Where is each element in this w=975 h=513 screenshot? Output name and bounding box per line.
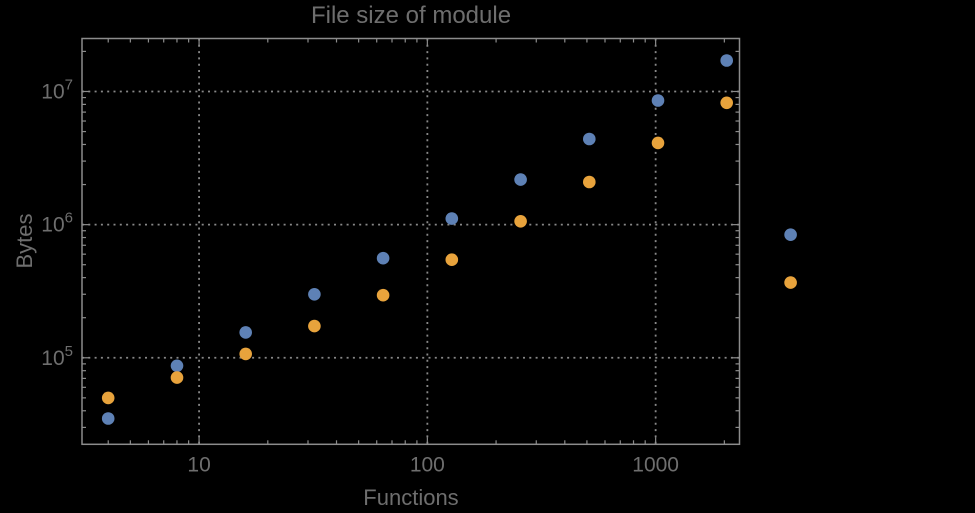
data-point (583, 132, 596, 146)
data-point (445, 212, 459, 225)
plot-frame (81, 37, 741, 446)
grid-lines (82, 38, 740, 445)
y-tick-labels: 105 106 107 (41, 76, 73, 369)
data-point (720, 96, 733, 110)
data-point (514, 173, 527, 186)
svg-text:1000: 1000 (632, 453, 679, 476)
svg-text:105: 105 (41, 343, 73, 370)
data-point (720, 54, 733, 67)
data-point (101, 391, 115, 405)
svg-text:100: 100 (410, 453, 445, 476)
chart-title: File size of module (310, 2, 512, 29)
data-point (308, 319, 321, 333)
data-point (651, 94, 665, 107)
data-point (784, 276, 797, 289)
svg-text:107: 107 (41, 76, 73, 103)
data-point (376, 288, 390, 302)
data-point (239, 326, 252, 339)
data-point (170, 359, 184, 373)
svg-text:10: 10 (187, 453, 210, 476)
data-point (784, 228, 797, 241)
series-orange-points (101, 96, 797, 405)
data-point (514, 215, 527, 228)
data-point (101, 412, 115, 425)
data-point (583, 175, 596, 189)
data-point (308, 288, 321, 301)
data-point (445, 253, 459, 266)
series-blue-points (101, 54, 797, 425)
x-axis-label: Functions (363, 485, 459, 510)
data-point (170, 371, 184, 384)
data-point (376, 251, 390, 265)
data-point (239, 347, 252, 361)
axis-ticks (82, 38, 740, 445)
svg-text:106: 106 (41, 210, 73, 237)
data-point (651, 136, 665, 150)
x-tick-labels: 10 100 1000 (187, 453, 679, 476)
y-axis-label: Bytes (12, 213, 37, 269)
